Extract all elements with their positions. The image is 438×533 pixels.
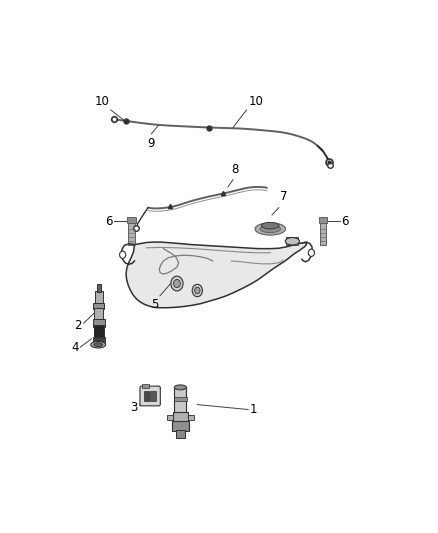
Bar [93,319,105,327]
Bar [142,384,149,388]
Ellipse shape [260,225,280,232]
Text: 1: 1 [250,403,258,416]
Circle shape [173,279,180,288]
Ellipse shape [255,223,286,235]
Text: 5: 5 [151,298,158,311]
Text: 10: 10 [94,95,109,108]
Bar [174,387,187,413]
Bar [176,430,185,438]
Circle shape [308,249,314,256]
Bar [93,303,104,309]
Circle shape [171,276,183,291]
Text: 6: 6 [105,215,113,228]
Bar [318,217,327,223]
Bar [94,325,104,338]
Bar [320,223,326,245]
Bar [95,308,103,320]
Polygon shape [126,242,307,308]
Ellipse shape [261,222,279,229]
Ellipse shape [285,238,300,245]
Bar [144,391,149,401]
Bar [174,397,187,401]
Text: 2: 2 [74,319,82,332]
Ellipse shape [174,385,187,390]
Bar [127,217,135,223]
Bar [128,223,134,245]
Ellipse shape [94,343,102,346]
Bar [150,391,156,401]
Bar [188,415,194,420]
Bar [286,237,298,245]
Text: 6: 6 [342,215,349,228]
Bar [97,284,101,292]
Text: 4: 4 [71,341,78,353]
Circle shape [120,251,126,259]
Text: 10: 10 [248,95,263,108]
Text: 8: 8 [231,163,238,175]
FancyBboxPatch shape [140,386,160,406]
Bar [173,412,188,422]
Ellipse shape [91,342,106,348]
Text: 7: 7 [280,190,288,204]
Bar [172,421,189,431]
Text: 3: 3 [131,401,138,414]
Bar [95,291,103,304]
Circle shape [194,287,200,294]
Circle shape [192,284,202,297]
Text: 9: 9 [148,137,155,150]
Bar [167,415,173,420]
Bar [93,337,105,344]
